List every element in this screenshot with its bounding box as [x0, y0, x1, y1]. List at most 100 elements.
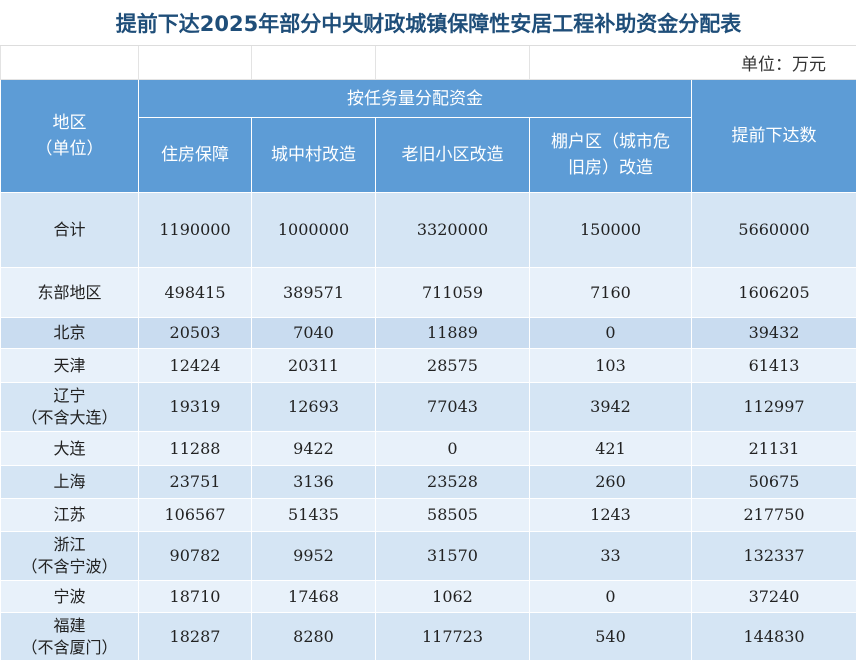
value-cell: 8280 — [251, 612, 376, 661]
value-cell: 12424 — [138, 348, 252, 383]
value-cell: 5660000 — [690, 192, 856, 268]
value-cell: 12693 — [251, 382, 376, 432]
value-cell: 132337 — [690, 531, 856, 581]
table-row: 大连 11288 9422 0 421 21131 — [0, 431, 856, 466]
table-row: 辽宁 （不含大连） 19319 12693 77043 3942 112997 — [0, 382, 856, 432]
value-cell: 389571 — [251, 267, 376, 318]
value-cell: 37240 — [690, 580, 856, 613]
region-cell: 天津 — [0, 348, 139, 383]
value-cell: 421 — [529, 431, 692, 466]
table-row: 宁波 18710 17468 1062 0 37240 — [0, 580, 856, 613]
column-header: 棚户区（城市危旧房）改造 — [529, 117, 692, 193]
region-line: 东部地区 — [37, 282, 102, 302]
value-cell: 20311 — [251, 348, 376, 383]
value-cell: 217750 — [690, 498, 856, 532]
value-cell: 3136 — [251, 465, 376, 499]
value-cell: 23528 — [375, 465, 530, 499]
region-line: （不含宁波） — [21, 557, 118, 576]
value-cell: 90782 — [138, 531, 252, 581]
column-header: 住房保障 — [138, 117, 252, 193]
table-row: 东部地区 498415 389571 711059 7160 1606205 — [0, 267, 856, 318]
value-cell: 9952 — [251, 531, 376, 581]
table-row: 上海 23751 3136 23528 260 50675 — [0, 465, 856, 499]
value-cell: 1606205 — [690, 267, 856, 318]
region-cell: 浙江 （不含宁波） — [0, 531, 139, 581]
region-line: 宁波 — [53, 586, 86, 606]
value-cell: 18287 — [138, 612, 252, 661]
value-cell: 1062 — [375, 580, 530, 613]
value-cell: 106567 — [138, 498, 252, 532]
unit-label: 单位：万元 — [528, 45, 856, 80]
table-row: 福建 （不含厦门） 18287 8280 117723 540 144830 — [0, 612, 856, 661]
value-cell: 112997 — [690, 382, 856, 432]
value-cell: 260 — [529, 465, 692, 499]
value-cell: 1190000 — [138, 192, 252, 268]
value-cell: 61413 — [690, 348, 856, 383]
region-line: 北京 — [53, 323, 86, 342]
column-header: 城中村改造 — [251, 117, 376, 193]
value-cell: 33 — [529, 531, 692, 581]
value-cell: 9422 — [251, 431, 376, 466]
value-cell: 21131 — [690, 431, 856, 466]
value-cell: 150000 — [529, 192, 692, 268]
header-line: （单位） — [35, 139, 104, 159]
value-cell: 28575 — [375, 348, 530, 383]
region-cell: 上海 — [0, 465, 139, 499]
value-cell: 50675 — [690, 465, 856, 499]
value-cell: 498415 — [138, 267, 252, 318]
value-cell: 1243 — [529, 498, 692, 532]
header-line: 地区 — [52, 113, 87, 133]
value-cell: 117723 — [375, 612, 530, 661]
value-cell: 144830 — [690, 612, 856, 661]
value-cell: 11889 — [375, 317, 530, 349]
value-cell: 3942 — [529, 382, 692, 432]
table-row: 北京 20503 7040 11889 0 39432 — [0, 317, 856, 349]
region-line: 浙江 — [53, 535, 86, 554]
region-cell: 福建 （不含厦门） — [0, 612, 139, 661]
value-cell: 23751 — [138, 465, 252, 499]
region-line: （不含厦门） — [21, 637, 118, 657]
table-row: 合计 1190000 1000000 3320000 150000 5660000 — [0, 192, 856, 268]
value-cell: 20503 — [138, 317, 252, 349]
region-line: 辽宁 — [53, 386, 86, 405]
region-cell: 江苏 — [0, 498, 139, 532]
region-cell: 辽宁 （不含大连） — [0, 382, 139, 432]
region-cell: 北京 — [0, 317, 139, 349]
region-cell: 大连 — [0, 431, 139, 466]
value-cell: 7160 — [529, 267, 692, 318]
table-row: 江苏 106567 51435 58505 1243 217750 — [0, 498, 856, 532]
value-cell: 19319 — [138, 382, 252, 432]
region-line: 福建 — [53, 615, 86, 635]
region-line: 合计 — [53, 220, 86, 239]
region-cell: 合计 — [0, 192, 139, 268]
value-cell: 0 — [529, 580, 692, 613]
value-cell: 711059 — [375, 267, 530, 318]
value-cell: 103 — [529, 348, 692, 383]
value-cell: 11288 — [138, 431, 252, 466]
region-header: 地区 （单位） — [0, 79, 139, 193]
region-line: 上海 — [53, 472, 86, 491]
region-cell: 宁波 — [0, 580, 139, 613]
column-header: 老旧小区改造 — [375, 117, 530, 193]
value-cell: 7040 — [251, 317, 376, 349]
region-line: （不含大连） — [21, 408, 118, 427]
value-cell: 77043 — [375, 382, 530, 432]
region-line: 天津 — [53, 355, 86, 375]
value-cell: 540 — [529, 612, 692, 661]
table-title: 提前下达2025年部分中央财政城镇保障性安居工程补助资金分配表 — [0, 0, 856, 46]
group-header: 按任务量分配资金 — [138, 79, 692, 118]
value-cell: 0 — [529, 317, 692, 349]
value-cell: 0 — [375, 431, 530, 466]
value-cell: 1000000 — [251, 192, 376, 268]
region-line: 江苏 — [53, 505, 86, 524]
table-row: 天津 12424 20311 28575 103 61413 — [0, 348, 856, 383]
value-cell: 39432 — [690, 317, 856, 349]
table-row: 浙江 （不含宁波） 90782 9952 31570 33 132337 — [0, 531, 856, 581]
value-cell: 51435 — [251, 498, 376, 532]
total-header: 提前下达数 — [690, 79, 856, 193]
value-cell: 18710 — [138, 580, 252, 613]
value-cell: 17468 — [251, 580, 376, 613]
value-cell: 31570 — [375, 531, 530, 581]
